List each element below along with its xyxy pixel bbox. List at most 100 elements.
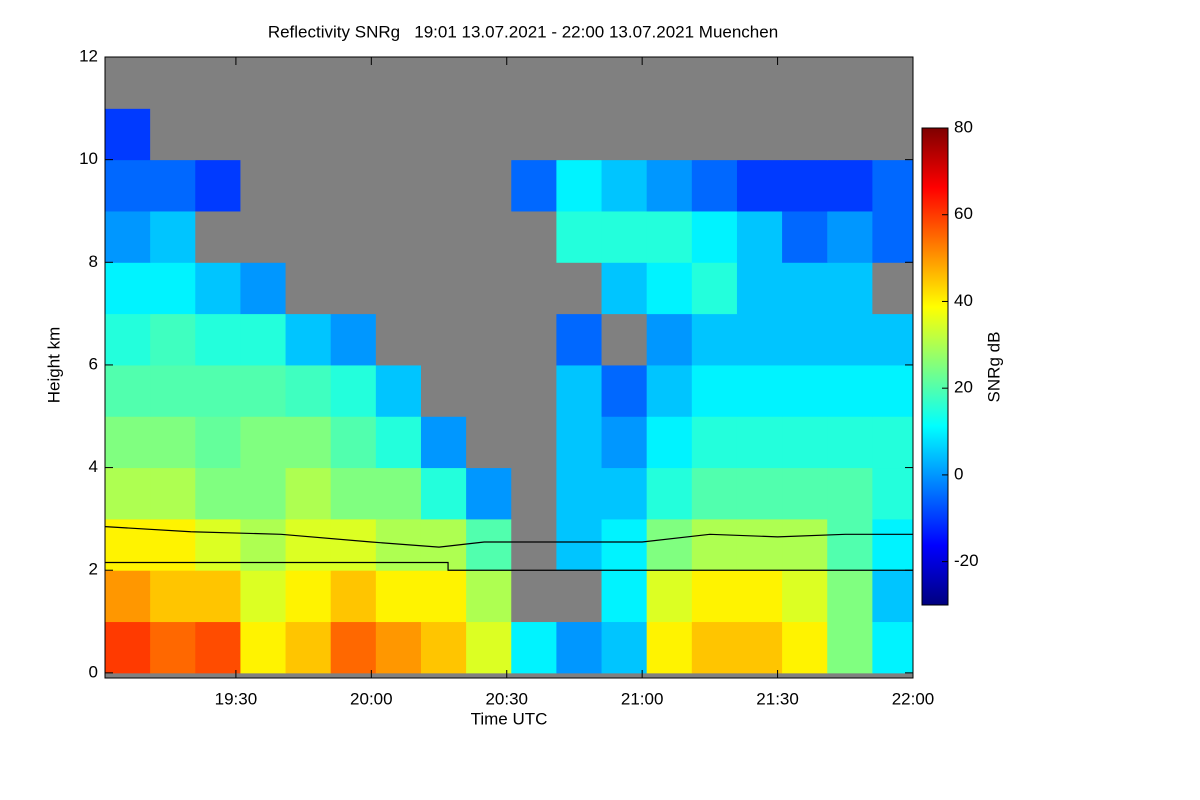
heatmap-cell (556, 364, 603, 417)
heatmap-cell (150, 364, 196, 417)
heatmap-cell (330, 621, 377, 674)
heatmap-cell (556, 262, 603, 315)
heatmap-cell (646, 57, 693, 109)
heatmap-cell (466, 313, 512, 366)
heatmap-cell (195, 159, 241, 212)
heatmap-cell (646, 416, 693, 469)
heatmap-cell (150, 262, 196, 315)
heatmap-cell (150, 467, 196, 520)
heatmap-cell (285, 108, 332, 161)
heatmap-cell (466, 416, 512, 469)
heatmap-cell (375, 262, 422, 315)
heatmap-cell (330, 108, 377, 161)
heatmap-cell (240, 210, 287, 263)
heatmap-cell (240, 313, 287, 366)
heatmap-cell (782, 262, 828, 315)
heatmap-cell (646, 364, 693, 417)
x-tick-label: 22:00 (892, 689, 935, 708)
heatmap-cell (240, 570, 287, 623)
heatmap-cell (240, 262, 287, 315)
heatmap-cell (511, 57, 557, 109)
heatmap-cell (105, 621, 151, 674)
heatmap-cell (420, 621, 467, 674)
heatmap-cell (466, 57, 512, 109)
heatmap-cell (691, 210, 738, 263)
heatmap-cell (556, 467, 603, 520)
y-tick-label: 10 (79, 149, 98, 168)
plot-frame (104, 56, 914, 679)
heatmap-cell (105, 108, 151, 161)
heatmap-cell (150, 313, 196, 366)
heatmap-cell (691, 570, 738, 623)
heatmap-cell (375, 210, 422, 263)
heatmap-cell (466, 518, 512, 571)
heatmap-cell (511, 262, 557, 315)
heatmap-cell (872, 313, 913, 366)
heatmap-cell (105, 416, 151, 469)
x-tick-label: 21:30 (756, 689, 799, 708)
heatmap-cell (827, 518, 873, 571)
heatmap-cell (195, 108, 241, 161)
heatmap-cell (691, 621, 738, 674)
heatmap-cell (466, 467, 512, 520)
heatmap-cell (872, 467, 913, 520)
x-tick-label: 20:00 (350, 689, 393, 708)
heatmap-cell (330, 159, 377, 212)
y-tick-label: 6 (89, 354, 98, 373)
heatmap-cell (691, 313, 738, 366)
heatmap-cell (330, 262, 377, 315)
boundary-line (105, 526, 913, 548)
y-tick-label: 4 (89, 457, 98, 476)
heatmap-cell (736, 518, 783, 571)
heatmap-cell (195, 467, 241, 520)
heatmap-cell (827, 364, 873, 417)
heatmap-cell (375, 416, 422, 469)
heatmap-cell (285, 57, 332, 109)
heatmap-cell (782, 108, 828, 161)
heatmap-cell (646, 108, 693, 161)
heatmap-cell (511, 467, 557, 520)
heatmap-cell (736, 210, 783, 263)
heatmap-cell (782, 210, 828, 263)
heatmap-cell (375, 467, 422, 520)
heatmap-cell (736, 313, 783, 366)
heatmap-cell (330, 467, 377, 520)
heatmap-cell (150, 416, 196, 469)
heatmap-cell (601, 57, 648, 109)
heatmap-cell (375, 621, 422, 674)
heatmap-cell (556, 416, 603, 469)
heatmap-cell (872, 159, 913, 212)
heatmap-cell (782, 570, 828, 623)
heatmap-cell (601, 108, 648, 161)
heatmap-cell (691, 467, 738, 520)
heatmap-cell (872, 518, 913, 571)
heatmap-cell (150, 210, 196, 263)
heatmap-cell (195, 364, 241, 417)
heatmap-cell (285, 262, 332, 315)
heatmap-cell (330, 416, 377, 469)
heatmap-cell (556, 108, 603, 161)
heatmap-cell (466, 621, 512, 674)
heatmap-cell (466, 159, 512, 212)
heatmap-cell (285, 364, 332, 417)
heatmap-cell (646, 621, 693, 674)
colorbar-tick-label: 80 (954, 117, 973, 136)
heatmap-cell (646, 313, 693, 366)
heatmap-cell (827, 262, 873, 315)
heatmap-cell (195, 416, 241, 469)
colorbar-tick-label: 60 (954, 204, 973, 223)
heatmap-cell (240, 416, 287, 469)
heatmap-cell (556, 621, 603, 674)
heatmap-cell (827, 621, 873, 674)
heatmap-cell (872, 262, 913, 315)
heatmap-cell (782, 467, 828, 520)
heatmap-cell (511, 364, 557, 417)
heatmap-cell (466, 108, 512, 161)
heatmap-cell (782, 518, 828, 571)
heatmap-cell (285, 467, 332, 520)
heatmap-cell (646, 570, 693, 623)
x-tick-label: 20:30 (485, 689, 528, 708)
heatmap-cell (556, 210, 603, 263)
heatmap-cell (105, 313, 151, 366)
heatmap-cell (420, 467, 467, 520)
